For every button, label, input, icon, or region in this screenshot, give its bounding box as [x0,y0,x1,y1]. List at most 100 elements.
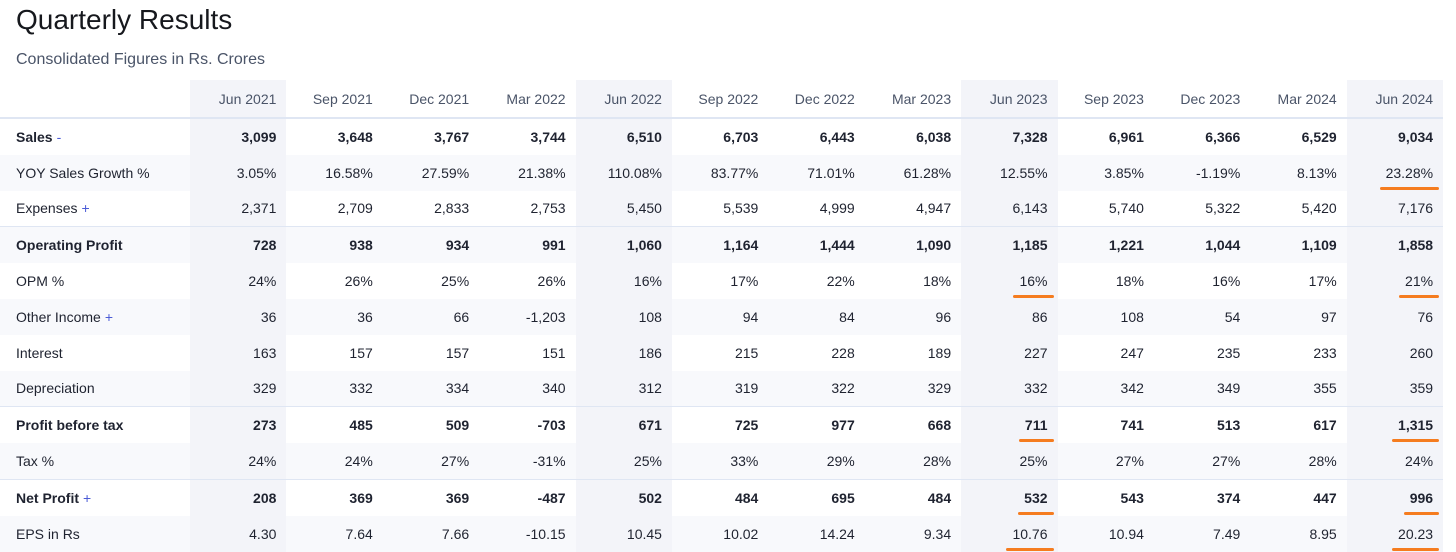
value-cell: 54 [1153,298,1251,335]
value-cell: -1.19% [1153,154,1251,191]
cell-value: 3,767 [434,128,470,145]
cell-value: 157 [445,344,470,361]
cell-value: 369 [445,489,470,506]
cell-value: 332 [349,380,373,397]
value-cell: 447 [1250,478,1347,516]
value-cell: 7.49 [1153,515,1251,552]
value-cell: 5,539 [672,191,768,227]
cell-value: 502 [638,489,662,506]
cell-value: -703 [537,417,566,434]
value-cell: 6,961 [1058,118,1154,155]
cell-value: 33% [730,453,759,470]
cell-value: 543 [1120,489,1144,506]
value-cell: 502 [575,478,672,516]
value-cell: 374 [1153,478,1251,516]
value-cell: 3,767 [383,118,479,155]
cell-value: 711 [1019,417,1054,443]
row-label: Operating Profit [16,237,123,254]
value-cell: 24% [1346,443,1444,480]
value-cell: 84 [768,298,865,335]
cell-value: 27% [1212,453,1241,470]
value-cell: 6,038 [865,118,961,155]
cell-value: 189 [927,344,952,361]
cell-value: 18% [1115,273,1144,290]
cell-value: 36 [260,308,277,325]
cell-value: 322 [831,380,855,397]
cell-value: 741 [1120,417,1144,434]
value-cell: 728 [190,226,287,264]
value-cell: 3.85% [1057,154,1154,191]
table-row: Expenses +2,371 2,709 2,833 2,753 5,450 5,539 4… [0,190,1444,227]
cell-value: 334 [445,380,470,397]
value-cell: 509 [382,406,480,444]
cell-value: 6,510 [626,128,662,145]
value-cell: -10.15 [479,515,576,552]
cell-value: 21.38% [518,164,566,181]
value-cell: 86 [961,298,1058,335]
value-cell: 36 [286,298,383,335]
cell-value: 934 [445,237,470,254]
cell-value: -10.15 [525,525,566,542]
value-cell: 20.23 [1346,515,1444,552]
value-cell: 312 [575,370,672,407]
cell-value: 359 [1409,380,1434,397]
value-cell: 36 [190,298,287,335]
value-cell: 3.05% [190,154,287,191]
value-cell: 3,648 [286,118,382,155]
cell-value: 16% [633,273,662,290]
cell-value: 24% [248,273,277,290]
cell-value: 2,833 [434,200,470,217]
value-cell: 359 [1346,370,1444,407]
value-cell: 332 [961,370,1058,407]
value-cell: 10.45 [575,515,672,552]
table-row: EPS in Rs 4.30 7.64 7.66 -10.15 10.45 10.02 14.… [0,515,1444,552]
value-cell: 108 [575,298,672,335]
value-cell: 695 [768,478,865,516]
cell-value: 7.64 [345,525,373,542]
row-label: Tax % [16,453,55,470]
cell-value: 1,858 [1398,237,1434,254]
value-cell: 25% [961,443,1058,480]
value-cell: 16% [961,263,1058,299]
column-header: Sep 2023 [1057,80,1154,119]
row-label: Profit before tax [16,417,124,434]
expand-toggle[interactable]: - [56,128,62,145]
value-cell: 260 [1346,334,1444,371]
value-cell: 349 [1153,370,1251,407]
expand-toggle[interactable]: + [83,489,92,506]
value-cell: 9.34 [864,515,962,552]
cell-value: 9,034 [1398,128,1434,145]
cell-value: 7.49 [1213,525,1241,542]
cell-value: 97 [1321,308,1337,325]
cell-value: 484 [927,489,952,506]
value-cell: 235 [1154,335,1250,371]
value-cell: 513 [1153,406,1251,444]
row-label: Sales [16,128,53,145]
value-cell: 17% [1250,263,1346,299]
cell-value: 27% [441,453,470,470]
page-subtitle: Consolidated Figures in Rs. Crores [16,51,265,68]
cell-value: 10.45 [626,525,662,542]
value-cell: 485 [286,406,383,444]
cell-value: 24% [248,453,277,470]
column-header: Sep 2021 [286,80,383,119]
table-row: Depreciation 329 332 334 340 312 319 322 329 332 3… [0,370,1444,407]
row-label: YOY Sales Growth % [16,164,150,181]
expand-toggle[interactable]: + [104,308,114,325]
value-cell: 1,090 [864,226,962,264]
value-cell: 21% [1346,263,1444,299]
value-cell: 26% [286,263,382,299]
cell-value: 5,450 [626,200,662,217]
expand-toggle[interactable]: + [81,200,90,217]
value-cell: 2,371 [190,190,287,227]
value-cell: 28% [1250,443,1347,480]
table-row: Operating Profit 728 938 934 991 1,060 1,164 1,… [0,226,1444,264]
row-label-cell: Sales - [0,118,190,155]
cell-value: 28% [923,453,952,470]
cell-value: 27% [1115,453,1144,470]
value-cell: 668 [864,406,962,444]
value-cell: 273 [190,406,287,444]
value-cell: 1,109 [1250,226,1347,264]
value-cell: 227 [961,334,1058,371]
cell-value: 1,164 [723,237,759,254]
